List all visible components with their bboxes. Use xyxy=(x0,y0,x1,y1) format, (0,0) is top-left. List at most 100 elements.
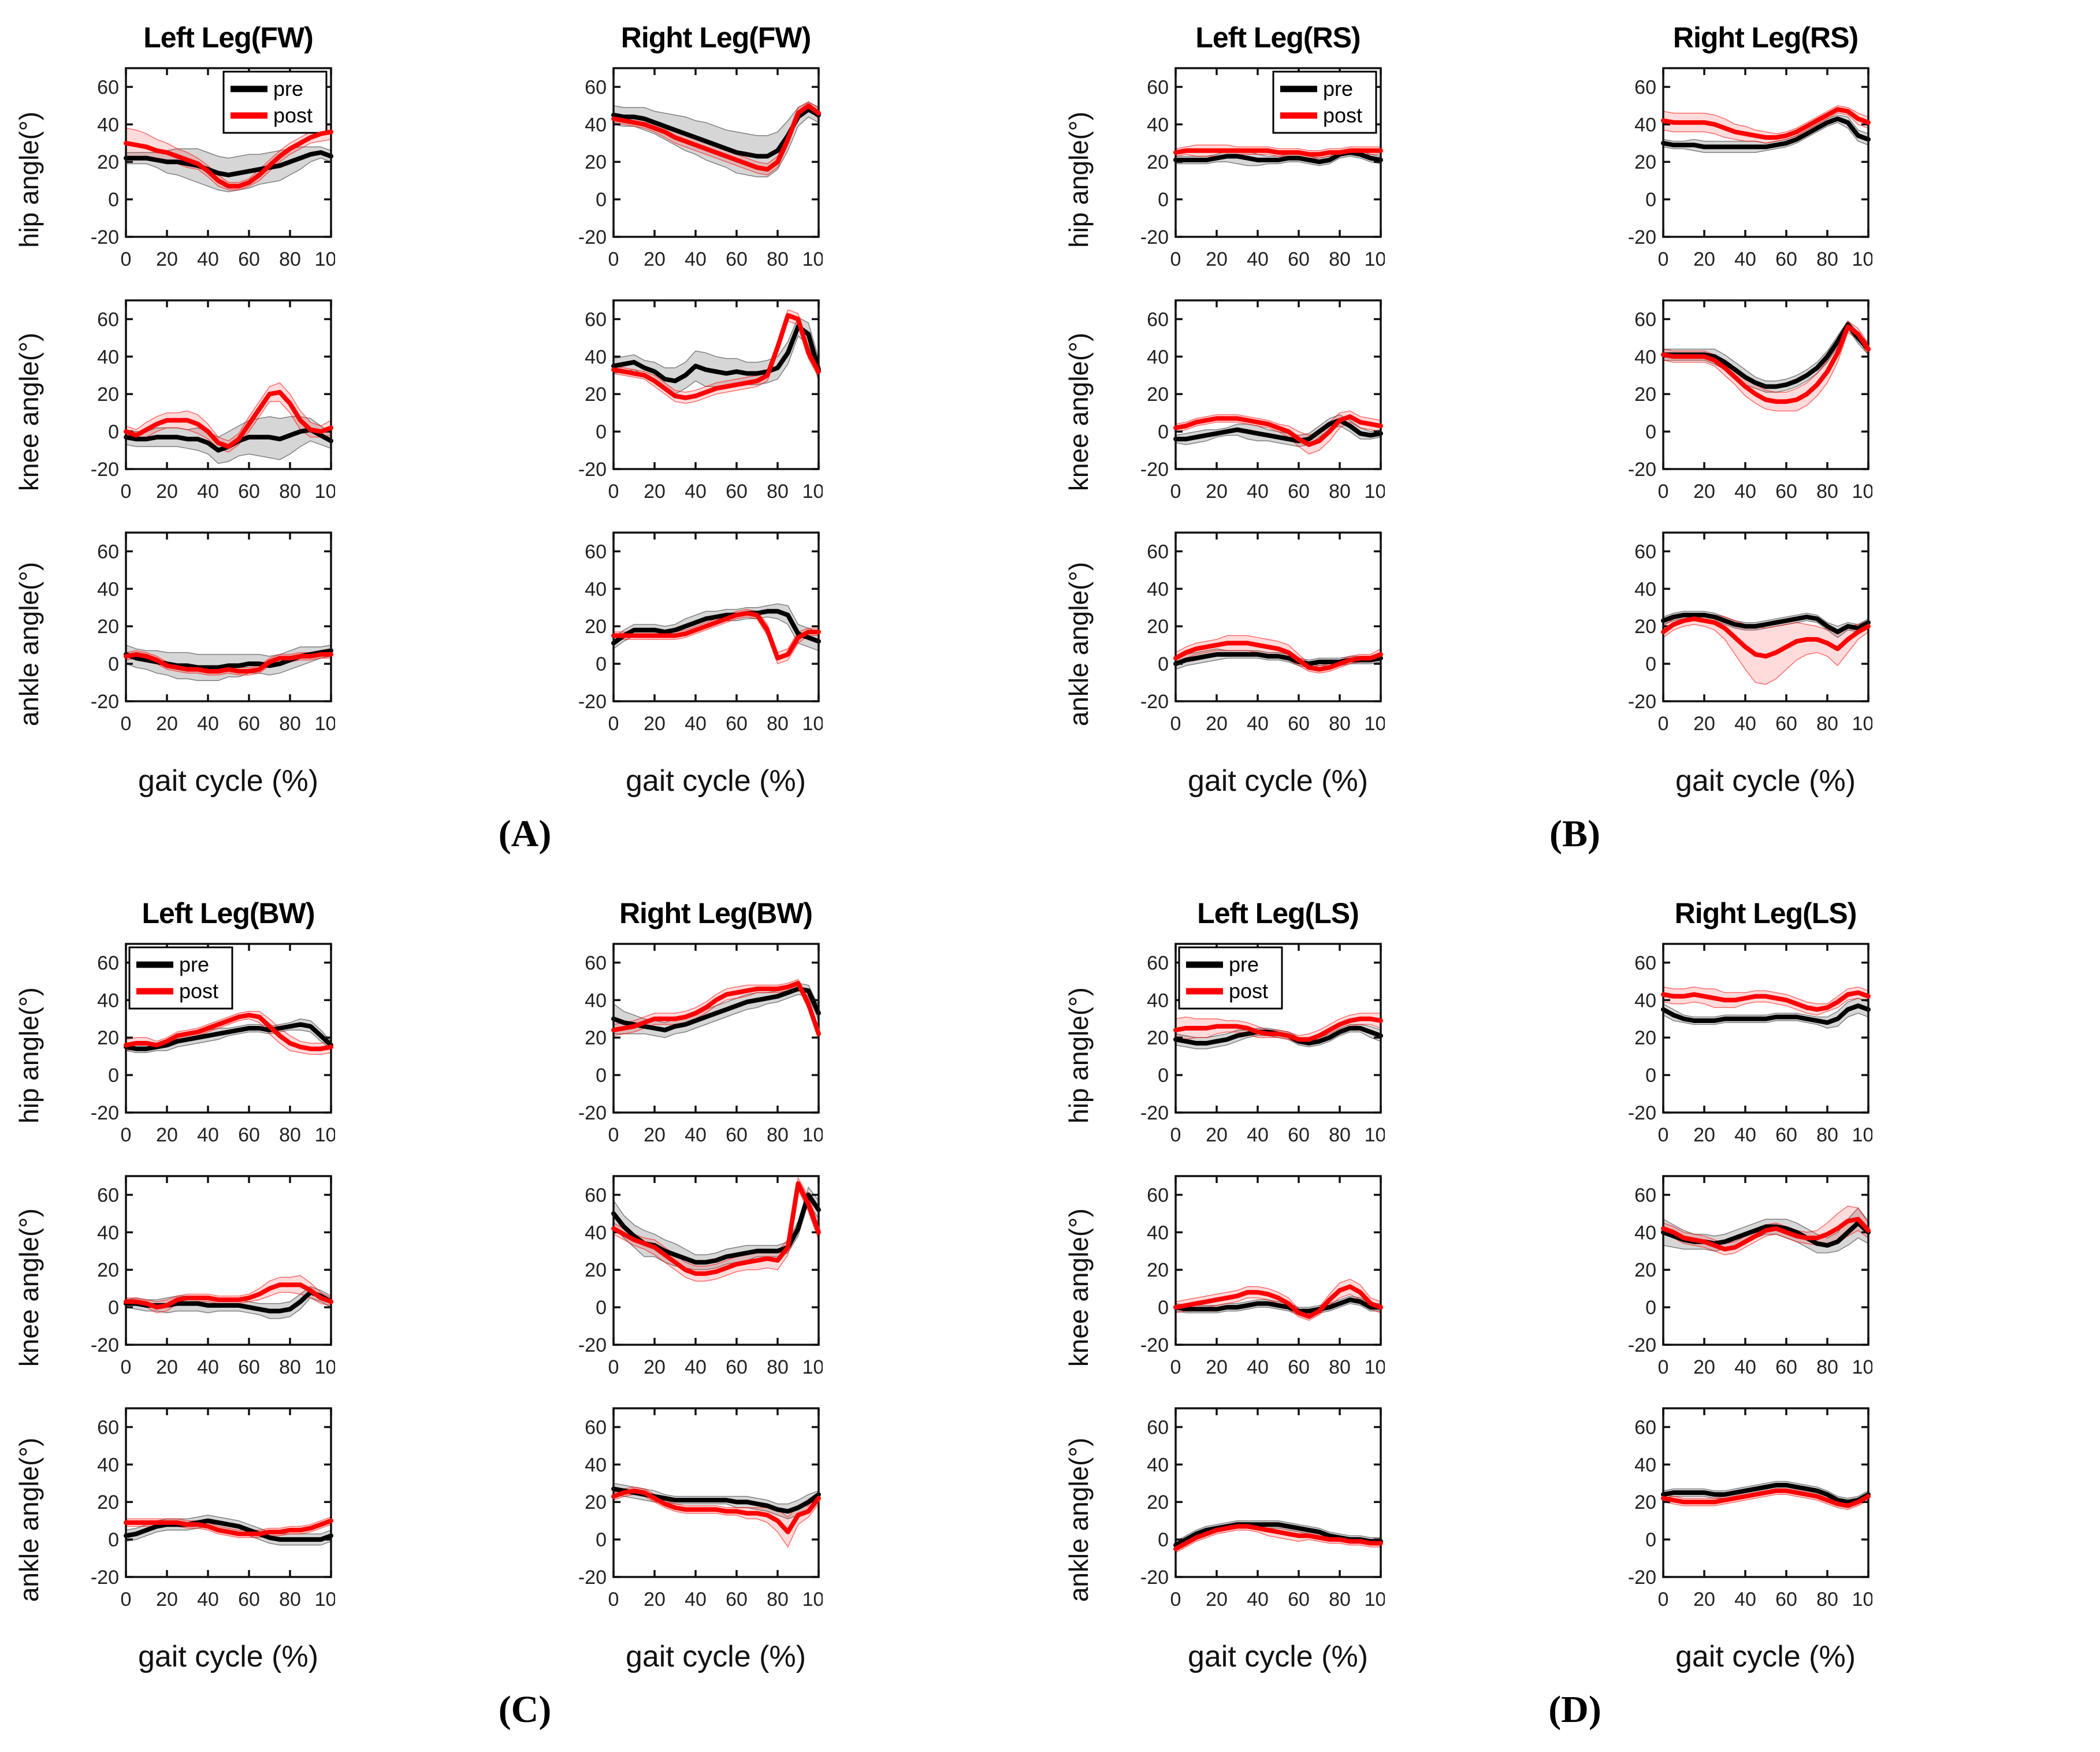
post-line xyxy=(1173,148,1383,157)
x-tick-label: 20 xyxy=(1206,481,1228,503)
y-tick-label: 20 xyxy=(1634,616,1656,638)
y-tick-label: 0 xyxy=(108,421,119,443)
y-tick-label: 0 xyxy=(1645,1529,1656,1551)
x-tick-label: 100 xyxy=(315,248,335,270)
y-tick-label: -20 xyxy=(91,226,119,248)
post-line xyxy=(611,103,821,172)
y-axis-label: knee angle(°) xyxy=(1064,1208,1094,1367)
post-line xyxy=(1661,324,1871,404)
x-tick-label: 60 xyxy=(238,713,260,735)
x-tick-label: 60 xyxy=(726,248,748,270)
y-tick-label: 20 xyxy=(97,1491,119,1513)
post-line xyxy=(611,1488,821,1535)
spacer xyxy=(1050,1636,1107,1686)
x-tick-label: 100 xyxy=(1852,713,1872,735)
x-tick-label: 100 xyxy=(1365,1356,1385,1378)
x-tick-label: 0 xyxy=(608,248,619,270)
x-tick-label: 80 xyxy=(1329,481,1351,503)
y-axis-label: ankle angle(°) xyxy=(14,561,44,727)
y-tick-label: 60 xyxy=(1634,76,1656,98)
x-tick-label: 0 xyxy=(608,481,619,503)
legend-post-label: post xyxy=(1323,103,1362,127)
x-tick-label: 100 xyxy=(802,481,823,503)
axes-box xyxy=(612,1175,820,1346)
x-tick-label: 60 xyxy=(726,1356,748,1378)
post-line xyxy=(124,1282,333,1310)
y-tick-label: -20 xyxy=(91,691,119,713)
y-tick-label: 60 xyxy=(1634,1416,1656,1438)
y-tick-label: -20 xyxy=(1140,691,1169,713)
y-tick-label: -20 xyxy=(578,1567,607,1589)
x-tick-label: 40 xyxy=(1247,1589,1269,1610)
x-tick-label: 100 xyxy=(315,1356,335,1378)
axes-box xyxy=(612,67,820,238)
axes-box xyxy=(1662,531,1869,702)
x-tick-label: 80 xyxy=(1816,1589,1838,1610)
panel-letter: (A) xyxy=(498,813,552,855)
x-tick-label: 0 xyxy=(1658,1124,1669,1146)
x-tick-label: 100 xyxy=(1852,248,1872,270)
x-tick-label: 40 xyxy=(685,713,707,735)
y-tick-label: -20 xyxy=(578,226,607,248)
x-tick-label: 20 xyxy=(644,1124,666,1146)
x-tick-label: 40 xyxy=(685,481,707,503)
post-line xyxy=(1661,616,1871,659)
x-tick-label: 20 xyxy=(1206,1356,1228,1378)
ylabel-wrap: knee angle(°) xyxy=(0,1171,58,1404)
x-tick-label: 0 xyxy=(1658,1589,1669,1610)
x-tick-label: 20 xyxy=(1206,248,1228,270)
x-tick-label: 80 xyxy=(767,1356,789,1378)
x-tick-label: 40 xyxy=(685,1124,707,1146)
plot-box xyxy=(612,1175,820,1346)
y-tick-label: -20 xyxy=(578,1334,607,1356)
legend-post-label: post xyxy=(1229,979,1268,1003)
spacer xyxy=(1050,3,1107,64)
x-tick-label: 60 xyxy=(1288,1356,1310,1378)
legend-pre-label: pre xyxy=(1229,953,1259,976)
x-tick-label: 20 xyxy=(1693,248,1715,270)
x-tick-label: 20 xyxy=(1693,713,1715,735)
y-tick-label: 20 xyxy=(585,1259,607,1281)
y-tick-label: 0 xyxy=(108,1297,119,1319)
legend-pre-label: pre xyxy=(273,77,303,101)
y-tick-label: 40 xyxy=(97,578,119,600)
panel-FW: Left Leg(FW) Right Leg(FW) hip angle(°) 0 20… xyxy=(0,0,1050,876)
x-tick-label: 100 xyxy=(802,1124,823,1146)
y-tick-label: 20 xyxy=(585,384,607,406)
y-tick-label: 0 xyxy=(596,653,607,675)
y-tick-label: 60 xyxy=(1147,308,1169,330)
pre-line xyxy=(611,986,821,1033)
post-band xyxy=(613,1176,819,1282)
spacer xyxy=(335,760,545,810)
y-tick-label: 40 xyxy=(1634,1454,1656,1476)
y-tick-label: 40 xyxy=(97,346,119,368)
y-tick-label: 0 xyxy=(1645,653,1656,675)
spacer xyxy=(335,3,545,64)
x-tick-label: 0 xyxy=(608,1356,619,1378)
y-axis-label: ankle angle(°) xyxy=(1064,1437,1094,1602)
x-tick-label: 20 xyxy=(156,248,178,270)
y-tick-label: 0 xyxy=(1158,1529,1169,1551)
y-tick-label: 60 xyxy=(97,541,119,563)
x-tick-label: 40 xyxy=(1734,1589,1756,1610)
x-tick-label: 0 xyxy=(1170,481,1181,503)
ylabel-wrap: hip angle(°) xyxy=(0,64,58,296)
y-tick-label: -20 xyxy=(1140,1567,1169,1589)
ylabel-wrap: knee angle(°) xyxy=(0,296,58,528)
plot-box xyxy=(1662,1175,1869,1346)
y-tick-label: 20 xyxy=(585,1027,607,1049)
y-tick-label: 60 xyxy=(1634,541,1656,563)
y-tick-label: 40 xyxy=(585,1454,607,1476)
plot-box xyxy=(1662,943,1869,1114)
x-tick-label: 40 xyxy=(1734,248,1756,270)
legend-pre-label: pre xyxy=(1323,77,1353,101)
